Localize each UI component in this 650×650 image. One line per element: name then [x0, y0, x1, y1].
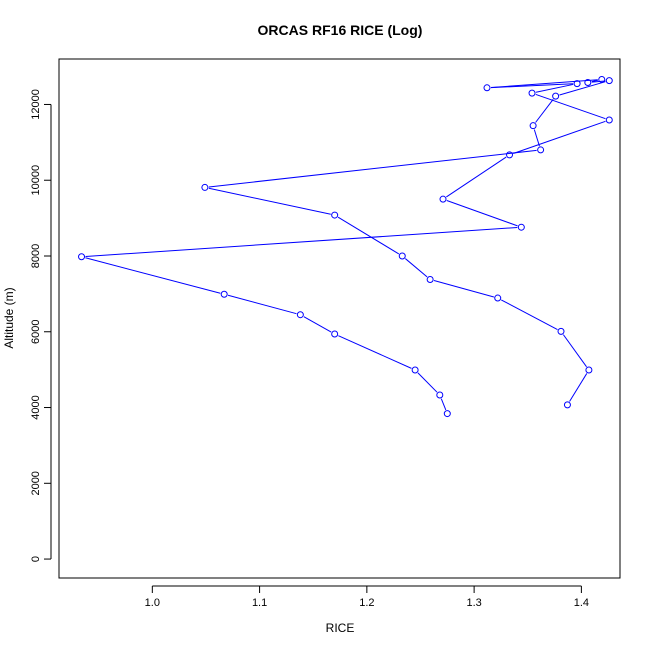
- series-line-segment: [85, 226, 518, 257]
- y-tick-label: 0: [30, 556, 42, 562]
- y-axis-label: Altitude (m): [2, 287, 16, 348]
- data-point: [411, 366, 419, 374]
- y-tick-label: 4000: [30, 395, 42, 419]
- series-line-segment: [535, 93, 606, 120]
- series-line-segment: [559, 81, 606, 96]
- data-point: [585, 366, 593, 374]
- data-point: [557, 327, 565, 335]
- series-line-segment: [303, 316, 332, 333]
- series-line-segment: [227, 294, 297, 315]
- series-line-segment: [337, 216, 400, 255]
- x-tick-label: 1.2: [359, 597, 374, 609]
- data-point: [296, 311, 304, 319]
- series-line-segment: [433, 280, 494, 298]
- data-point: [443, 410, 451, 418]
- data-point: [78, 253, 86, 261]
- series-line-segment: [501, 299, 558, 330]
- data-point: [398, 252, 406, 260]
- series-line-segment: [513, 120, 606, 154]
- data-point: [605, 116, 613, 124]
- series-line-segment: [562, 334, 587, 368]
- series-line-segment: [417, 372, 438, 393]
- series-line-segment: [535, 99, 554, 123]
- x-tick-label: 1.0: [145, 597, 160, 609]
- x-tick-label: 1.4: [574, 597, 589, 609]
- series-line-segment: [591, 80, 606, 83]
- data-point: [201, 183, 209, 191]
- data-point: [331, 211, 339, 219]
- data-point: [598, 75, 606, 83]
- data-point: [605, 77, 613, 85]
- plot-frame: [58, 58, 621, 579]
- data-point: [552, 92, 560, 100]
- x-tick-label: 1.3: [466, 597, 481, 609]
- series-line-segment: [591, 79, 598, 83]
- series-line-segment: [490, 79, 598, 89]
- chart-title: ORCAS RF16 RICE (Log): [258, 22, 423, 38]
- y-tick-label: 10000: [30, 165, 42, 196]
- series-line-segment: [440, 398, 447, 411]
- data-point: [494, 294, 502, 302]
- series-line-segment: [446, 200, 518, 227]
- y-tick-label: 12000: [30, 89, 42, 120]
- x-axis: 1.0 1.1 1.2 1.3 1.4: [145, 585, 589, 609]
- y-tick-label: 2000: [30, 471, 42, 495]
- data-point: [426, 275, 434, 283]
- data-point: [506, 151, 514, 159]
- y-tick-label: 8000: [30, 244, 42, 268]
- series-line-segment: [208, 187, 331, 215]
- data-point: [439, 195, 447, 203]
- series-line-segment: [338, 335, 412, 369]
- data-point: [483, 84, 491, 92]
- series-line-segment: [404, 258, 428, 278]
- series-line-segment: [446, 156, 507, 198]
- data-point: [563, 401, 571, 409]
- y-axis: 0 2000 4000 6000 8000 10000 12000: [30, 89, 52, 562]
- series-line-segment: [535, 83, 574, 93]
- data-point: [573, 80, 581, 88]
- data-point: [436, 391, 444, 399]
- data-point: [220, 290, 228, 298]
- data-point: [528, 89, 536, 97]
- data-point: [584, 78, 592, 86]
- data-point: [537, 146, 545, 154]
- series-layer: [78, 75, 613, 418]
- x-axis-label: RICE: [326, 621, 355, 635]
- data-point: [529, 122, 537, 130]
- data-point: [331, 330, 339, 338]
- y-tick-label: 6000: [30, 320, 42, 344]
- series-line-segment: [533, 129, 540, 147]
- data-point: [517, 223, 525, 231]
- series-line-segment: [208, 149, 537, 188]
- series-line-segment: [569, 373, 588, 402]
- x-tick-label: 1.1: [252, 597, 267, 609]
- series-line-segment: [85, 257, 221, 294]
